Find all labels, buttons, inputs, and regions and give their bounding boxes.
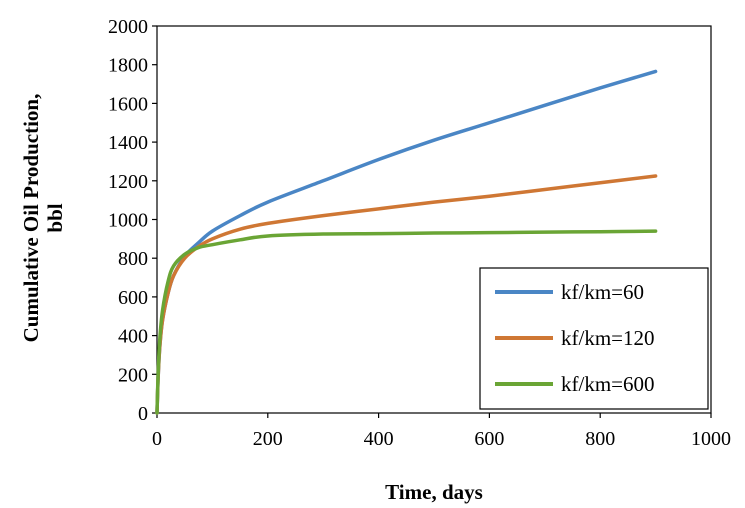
series-line-3 bbox=[155, 229, 658, 415]
x-tick-label: 0 bbox=[152, 428, 162, 450]
y-axis-ticks: 0 200 400 600 800 1000 1200 1400 1600 1800 2000 bbox=[108, 16, 157, 425]
y-tick-label: 1200 bbox=[108, 171, 148, 193]
legend-label-2: kf/km=120 bbox=[561, 326, 655, 350]
y-tick-label: 800 bbox=[118, 248, 148, 270]
y-tick-label: 1800 bbox=[108, 55, 148, 77]
legend-label-1: kf/km=60 bbox=[561, 280, 644, 304]
x-tick-label: 400 bbox=[364, 428, 394, 450]
y-tick-label: 0 bbox=[138, 403, 148, 425]
y-axis-title-line-1: Cumulative Oil Production, bbox=[19, 94, 43, 343]
x-axis-title: Time, days bbox=[385, 480, 483, 504]
y-tick-label: 600 bbox=[118, 287, 148, 309]
x-tick-label: 800 bbox=[585, 428, 615, 450]
legend: kf/km=60 kf/km=120 kf/km=600 bbox=[479, 267, 709, 410]
legend-label-3: kf/km=600 bbox=[561, 372, 655, 396]
x-axis-ticks: 0 200 400 600 800 1000 bbox=[152, 413, 731, 450]
x-tick-label: 1000 bbox=[691, 428, 731, 450]
x-tick-label: 600 bbox=[474, 428, 504, 450]
x-tick-label: 200 bbox=[253, 428, 283, 450]
y-tick-label: 1000 bbox=[108, 210, 148, 232]
y-axis-title-line-2: bbl bbox=[43, 203, 67, 232]
y-tick-label: 1400 bbox=[108, 132, 148, 154]
y-tick-label: 1600 bbox=[108, 93, 148, 115]
series-lines bbox=[155, 69, 658, 415]
y-axis-title: Cumulative Oil Production, bbl bbox=[19, 94, 67, 343]
y-tick-label: 200 bbox=[118, 364, 148, 386]
y-tick-label: 2000 bbox=[108, 16, 148, 38]
y-tick-label: 400 bbox=[118, 326, 148, 348]
